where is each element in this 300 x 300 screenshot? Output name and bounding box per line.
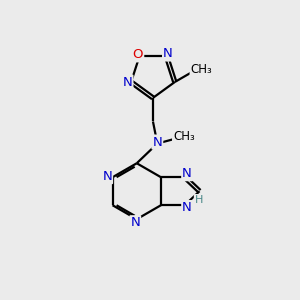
Text: N: N [152, 136, 162, 148]
Text: N: N [102, 170, 112, 183]
Text: CH₃: CH₃ [173, 130, 195, 143]
Text: O: O [133, 48, 143, 62]
Text: N: N [182, 201, 192, 214]
Text: N: N [182, 167, 192, 180]
Text: H: H [195, 195, 203, 205]
Text: N: N [163, 47, 173, 61]
Text: N: N [130, 216, 140, 229]
Text: CH₃: CH₃ [190, 63, 212, 76]
Text: N: N [123, 76, 132, 88]
